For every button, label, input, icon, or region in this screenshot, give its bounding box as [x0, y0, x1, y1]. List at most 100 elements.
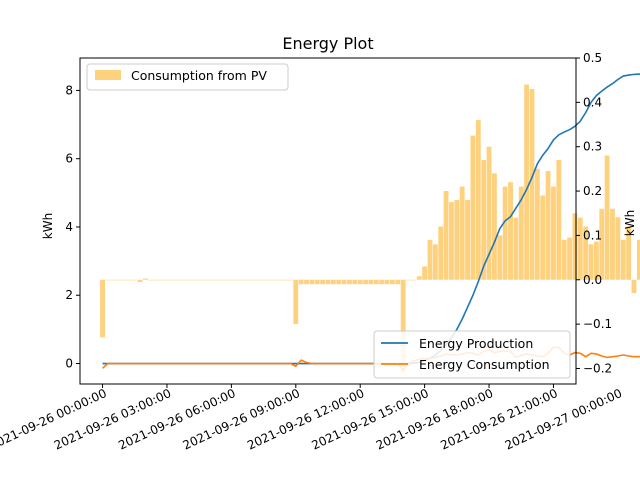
right-tick-label: 0.4: [583, 95, 602, 109]
bar-consumption-from-pv: [234, 279, 240, 281]
bar-consumption-from-pv: [626, 226, 632, 280]
bar-consumption-from-pv: [196, 279, 202, 281]
right-axis: −0.2 −0.1 0.0 0.1 0.2 0.3 0.4 0.5: [576, 51, 612, 375]
bar-consumption-from-pv: [336, 279, 342, 285]
right-tick-label: −0.2: [583, 361, 612, 375]
left-tick-label: 8: [65, 83, 73, 97]
bar-consumption-from-pv: [540, 195, 546, 280]
bar-consumption-from-pv: [202, 279, 207, 281]
bar-consumption-from-pv: [277, 279, 283, 281]
bar-consumption-from-pv: [416, 276, 422, 280]
bar-consumption-from-pv: [309, 279, 315, 285]
bar-consumption-from-pv: [459, 186, 465, 280]
bar-consumption-from-pv: [572, 213, 578, 280]
bar-consumption-from-pv: [266, 279, 272, 281]
bar-consumption-from-pv: [491, 173, 497, 280]
bar-consumption-from-pv: [551, 186, 556, 280]
bar-consumption-from-pv: [577, 217, 583, 280]
bar-consumption-from-pv: [368, 279, 374, 285]
bar-consumption-from-pv: [475, 120, 481, 280]
bar-consumption-from-pv: [379, 279, 385, 285]
right-tick-label: 0.0: [583, 273, 602, 287]
bar-consumption-from-pv: [186, 279, 191, 281]
left-axis: 0 2 4 6 8: [65, 83, 80, 371]
bar-consumption-from-pv: [615, 217, 621, 280]
legend-swatch: [95, 70, 121, 80]
right-tick-label: 0.3: [583, 140, 602, 154]
bar-consumption-from-pv: [271, 279, 277, 281]
right-tick-label: 0.2: [583, 184, 602, 198]
left-tick-label: 0: [65, 357, 73, 371]
chart-title: Energy Plot: [282, 34, 373, 53]
bar-consumption-from-pv: [207, 279, 213, 281]
right-tick-label: −0.1: [583, 317, 612, 331]
bar-consumption-from-pv: [116, 279, 122, 281]
bar-consumption-from-pv: [610, 208, 615, 280]
bar-consumption-from-pv: [534, 168, 540, 280]
bar-consumption-from-pv: [390, 279, 395, 285]
bar-consumption-from-pv: [518, 186, 524, 280]
legend-bars: Consumption from PV: [86, 63, 289, 91]
bar-consumption-from-pv: [508, 182, 513, 280]
left-tick-label: 4: [65, 220, 73, 234]
bar-consumption-from-pv: [180, 279, 186, 281]
right-tick-label: 0.5: [583, 51, 602, 65]
bar-consumption-from-pv: [438, 226, 444, 280]
bar-consumption-from-pv: [132, 279, 138, 281]
legend-label: Energy Production: [419, 336, 533, 351]
bar-consumption-from-pv: [486, 146, 492, 280]
bar-consumption-from-pv: [288, 279, 293, 281]
bar-consumption-from-pv: [631, 279, 637, 294]
bar-consumption-from-pv: [255, 279, 261, 281]
legend-box: [373, 330, 571, 379]
bar-consumption-from-pv: [110, 279, 116, 281]
legend-lines: Energy Production Energy Consumption: [373, 330, 571, 379]
bar-consumption-from-pv: [223, 279, 229, 281]
bar-consumption-from-pv: [250, 279, 256, 281]
bar-consumption-from-pv: [239, 279, 245, 281]
bar-consumption-from-pv: [561, 239, 567, 280]
bar-consumption-from-pv: [481, 160, 487, 280]
bar-consumption-from-pv: [159, 279, 165, 281]
bar-consumption-from-pv: [636, 239, 640, 280]
bar-consumption-from-pv: [105, 279, 111, 281]
legend-label: Consumption from PV: [131, 68, 267, 83]
bar-consumption-from-pv: [153, 279, 159, 281]
right-tick-label: 0.1: [583, 228, 602, 242]
bar-consumption-from-pv: [599, 208, 605, 280]
bar-consumption-from-pv: [293, 279, 299, 325]
bar-consumption-from-pv: [443, 191, 449, 280]
bar-consumption-from-pv: [604, 155, 610, 280]
bar-consumption-from-pv: [470, 135, 476, 280]
bar-consumption-from-pv: [137, 279, 143, 282]
bar-consumption-from-pv: [100, 279, 105, 338]
plot-frame: [79, 57, 577, 385]
bar-consumption-from-pv: [395, 279, 401, 285]
bar-consumption-from-pv: [314, 279, 320, 285]
bar-consumption-from-pv: [513, 217, 519, 280]
bar-consumption-from-pv: [352, 279, 358, 285]
bar-consumption-from-pv: [228, 279, 234, 281]
legend-box: [86, 63, 289, 91]
bar-consumption-from-pv: [583, 226, 589, 280]
bar-consumption-from-pv: [432, 244, 438, 280]
bar-consumption-from-pv: [593, 241, 599, 280]
bar-consumption-from-pv: [298, 279, 304, 285]
bar-consumption-from-pv: [175, 279, 181, 281]
bar-consumption-from-pv: [545, 171, 551, 280]
bar-consumption-from-pv: [363, 279, 368, 285]
bar-consumption-from-pv: [524, 84, 530, 280]
bar-consumption-from-pv: [148, 279, 154, 281]
bar-consumption-from-pv: [126, 279, 132, 281]
bar-consumption-from-pv: [373, 279, 379, 285]
bar-consumption-from-pv: [261, 279, 266, 281]
bar-consumption-from-pv: [567, 237, 572, 280]
left-tick-label: 2: [65, 288, 73, 302]
legend-label: Energy Consumption: [419, 357, 550, 372]
right-axis-label: kWh: [623, 210, 637, 236]
left-axis-label: kWh: [41, 213, 55, 239]
bar-consumption-from-pv: [164, 279, 170, 281]
bar-consumption-from-pv: [449, 202, 454, 280]
bar-consumption-from-pv: [422, 266, 428, 280]
